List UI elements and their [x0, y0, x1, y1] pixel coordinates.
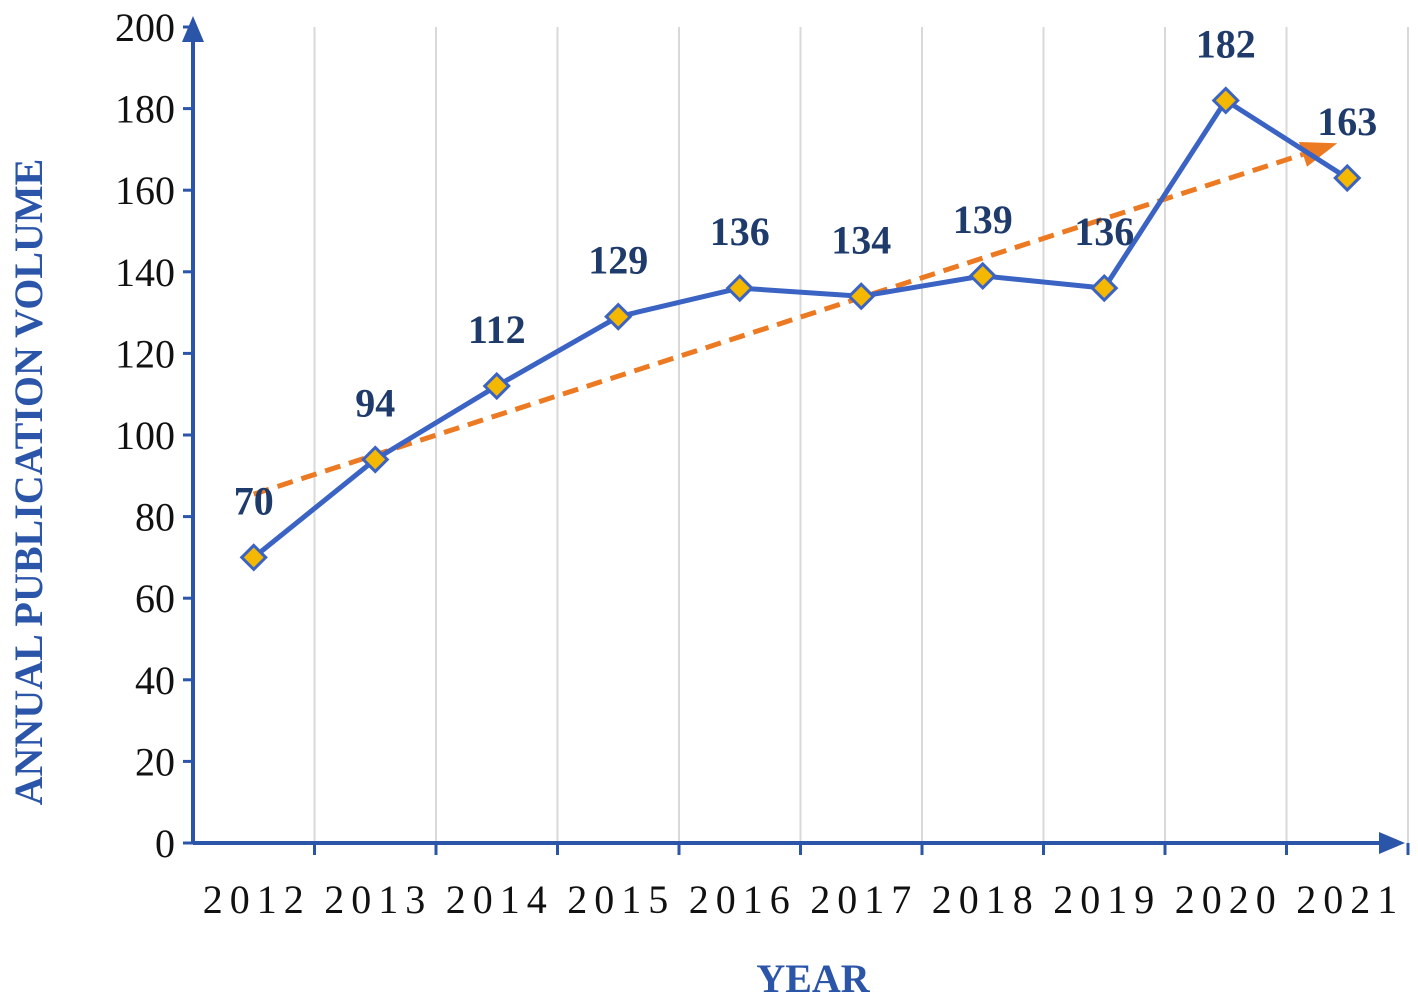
y-tick-label: 140 [115, 250, 175, 295]
y-tick-label: 180 [115, 87, 175, 132]
data-label: 129 [588, 238, 648, 283]
data-point-marker [725, 273, 754, 303]
axes [182, 16, 1405, 854]
x-tick-label: 2019 [1053, 877, 1161, 922]
y-tick-label: 200 [115, 5, 175, 50]
data-label: 94 [355, 380, 395, 425]
y-tick-label: 80 [135, 495, 175, 540]
x-tick-label: 2015 [567, 877, 675, 922]
x-axis-title: YEAR [756, 956, 870, 1001]
data-label: 70 [234, 478, 274, 523]
y-axis-title: ANNUAL PUBLICATION VOLUME [6, 159, 51, 806]
data-label: 136 [1074, 209, 1134, 254]
trendline-path [252, 151, 1304, 497]
x-axis-ticks: 2012 2013 2014 2015 2016 2017 2018 2019 2020 2021 [203, 843, 1410, 922]
y-tick-label: 20 [135, 739, 175, 784]
y-axis-arrowhead [182, 16, 204, 42]
series-polyline [252, 97, 1349, 560]
data-label: 163 [1317, 99, 1377, 144]
data-label: 134 [831, 217, 891, 262]
x-tick-label: 2013 [324, 877, 432, 922]
data-label: 182 [1196, 21, 1256, 66]
data-point-marker [239, 543, 268, 572]
series-line [252, 97, 1349, 560]
trendline-arrowhead [1298, 142, 1338, 167]
x-tick-label: 2021 [1296, 877, 1404, 922]
data-point-marker [361, 445, 390, 474]
data-point-marker [1211, 86, 1240, 115]
y-tick-label: 160 [115, 168, 175, 213]
y-tick-label: 60 [135, 576, 175, 621]
y-tick-label: 40 [135, 658, 175, 703]
vertical-gridlines [313, 27, 1409, 843]
data-point-marker [1333, 163, 1362, 193]
data-point-marker [968, 261, 997, 291]
data-label: 136 [710, 209, 770, 254]
data-markers [239, 86, 1362, 572]
x-tick-label: 2020 [1175, 877, 1283, 922]
data-point-marker [1090, 273, 1119, 303]
x-tick-label: 2012 [203, 877, 311, 922]
x-axis-arrowhead [1379, 832, 1405, 854]
data-point-marker [604, 302, 633, 331]
data-point-marker [847, 282, 876, 311]
y-tick-label: 100 [115, 413, 175, 458]
y-tick-label: 0 [155, 821, 175, 866]
y-tick-label: 120 [115, 331, 175, 376]
x-tick-label: 2016 [689, 877, 797, 922]
data-label: 139 [953, 197, 1013, 242]
trendline [252, 142, 1338, 497]
x-tick-label: 2018 [932, 877, 1040, 922]
data-label: 112 [468, 307, 526, 352]
x-tick-label: 2014 [446, 877, 554, 922]
x-tick-label: 2017 [810, 877, 918, 922]
data-labels: 70 94 112 129 136 134 139 136 182 163 [234, 21, 1378, 523]
y-axis-ticks: 0 20 40 60 80 100 120 140 160 180 200 [115, 5, 193, 866]
data-point-marker [482, 371, 511, 401]
